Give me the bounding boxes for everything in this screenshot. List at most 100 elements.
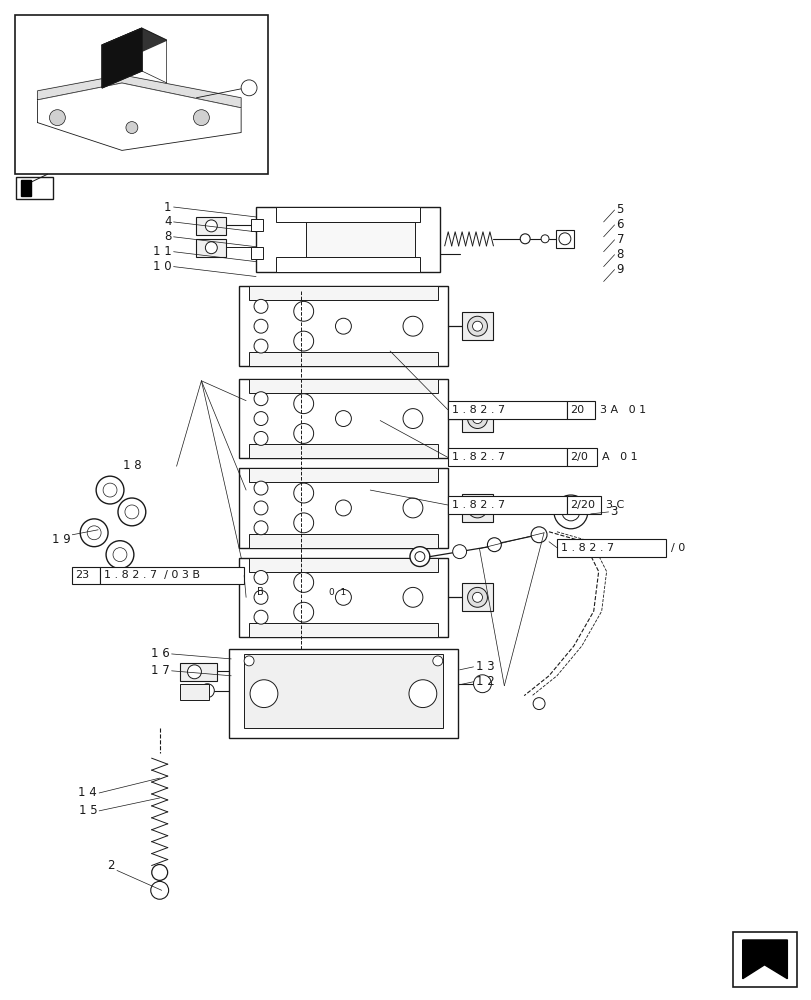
Circle shape [533, 698, 544, 710]
Circle shape [467, 409, 487, 428]
Circle shape [96, 476, 124, 504]
Bar [229, 649, 457, 738]
Bar [239, 468, 447, 548]
Circle shape [113, 548, 127, 562]
Circle shape [294, 301, 313, 321]
Bar [196, 217, 226, 235]
Circle shape [472, 592, 482, 602]
Text: 3 C: 3 C [605, 500, 623, 510]
Circle shape [254, 610, 268, 624]
Polygon shape [102, 28, 142, 88]
Circle shape [187, 665, 201, 679]
Bar [566, 496, 600, 514]
Circle shape [473, 675, 491, 693]
Circle shape [467, 498, 487, 518]
Circle shape [294, 394, 313, 414]
Circle shape [294, 513, 313, 533]
Text: 1 . 8 2 . 7: 1 . 8 2 . 7 [451, 500, 504, 510]
Text: 1 . 8 2 . 7: 1 . 8 2 . 7 [451, 405, 504, 415]
Circle shape [294, 573, 313, 592]
Circle shape [250, 680, 277, 708]
Circle shape [402, 409, 423, 428]
Text: 7: 7 [616, 233, 624, 246]
Circle shape [472, 414, 482, 424]
Polygon shape [102, 28, 166, 58]
Circle shape [200, 684, 214, 698]
Bar [15, 177, 54, 199]
Bar [556, 539, 665, 557]
Bar [566, 401, 594, 419]
Circle shape [254, 299, 268, 313]
Circle shape [151, 881, 169, 899]
Text: A   0 1: A 0 1 [601, 452, 637, 462]
Text: 1 3: 1 3 [475, 660, 494, 673]
Circle shape [254, 412, 268, 426]
Circle shape [467, 316, 487, 336]
Circle shape [467, 587, 487, 607]
Circle shape [452, 545, 466, 559]
Text: 0  1: 0 1 [328, 588, 345, 597]
Text: 1 6: 1 6 [151, 647, 169, 660]
Circle shape [254, 481, 268, 495]
Circle shape [432, 656, 442, 666]
Circle shape [254, 392, 268, 406]
Text: 3 A   0 1: 3 A 0 1 [599, 405, 645, 415]
Circle shape [87, 526, 101, 540]
Circle shape [125, 505, 139, 519]
Text: 9: 9 [616, 263, 624, 276]
Circle shape [414, 552, 424, 562]
Circle shape [254, 319, 268, 333]
Text: 4: 4 [164, 215, 171, 228]
Bar [255, 207, 440, 272]
Text: 1 9: 1 9 [52, 533, 71, 546]
Text: 1 1: 1 1 [152, 245, 171, 258]
Circle shape [409, 680, 436, 708]
Circle shape [540, 235, 548, 243]
Circle shape [402, 498, 423, 518]
Circle shape [126, 122, 138, 134]
Text: 1 4: 1 4 [79, 786, 97, 799]
Circle shape [472, 321, 482, 331]
Bar [249, 623, 437, 637]
Circle shape [294, 602, 313, 622]
Circle shape [294, 331, 313, 351]
Bar [461, 405, 493, 432]
Circle shape [205, 220, 217, 232]
Circle shape [553, 495, 587, 529]
Text: 5: 5 [616, 203, 623, 216]
Bar [556, 230, 573, 248]
Bar [461, 312, 493, 340]
Text: 23: 23 [75, 570, 89, 580]
Polygon shape [37, 75, 241, 108]
Text: 1 8: 1 8 [123, 459, 142, 472]
Text: 1 . 8 2 . 7: 1 . 8 2 . 7 [560, 543, 613, 553]
Text: 20: 20 [569, 405, 583, 415]
Circle shape [193, 110, 209, 126]
Bar [244, 654, 442, 728]
Polygon shape [742, 940, 787, 979]
Circle shape [254, 501, 268, 515]
Bar [461, 494, 493, 522]
Circle shape [561, 503, 579, 521]
Bar [276, 257, 419, 272]
Text: 2/20: 2/20 [569, 500, 594, 510]
Bar [249, 286, 437, 300]
Circle shape [49, 110, 65, 126]
Bar [276, 207, 419, 222]
Bar [566, 448, 596, 466]
Text: 8: 8 [164, 230, 171, 243]
Circle shape [294, 483, 313, 503]
Text: 3: 3 [610, 505, 617, 518]
Circle shape [335, 411, 351, 427]
Circle shape [214, 241, 226, 253]
Text: 1 0: 1 0 [152, 260, 171, 273]
Polygon shape [20, 180, 31, 196]
Circle shape [118, 498, 146, 526]
Circle shape [402, 316, 423, 336]
Circle shape [254, 431, 268, 445]
Bar [249, 558, 437, 572]
Polygon shape [37, 83, 241, 150]
Circle shape [106, 541, 134, 569]
Circle shape [335, 589, 351, 605]
Circle shape [254, 521, 268, 535]
